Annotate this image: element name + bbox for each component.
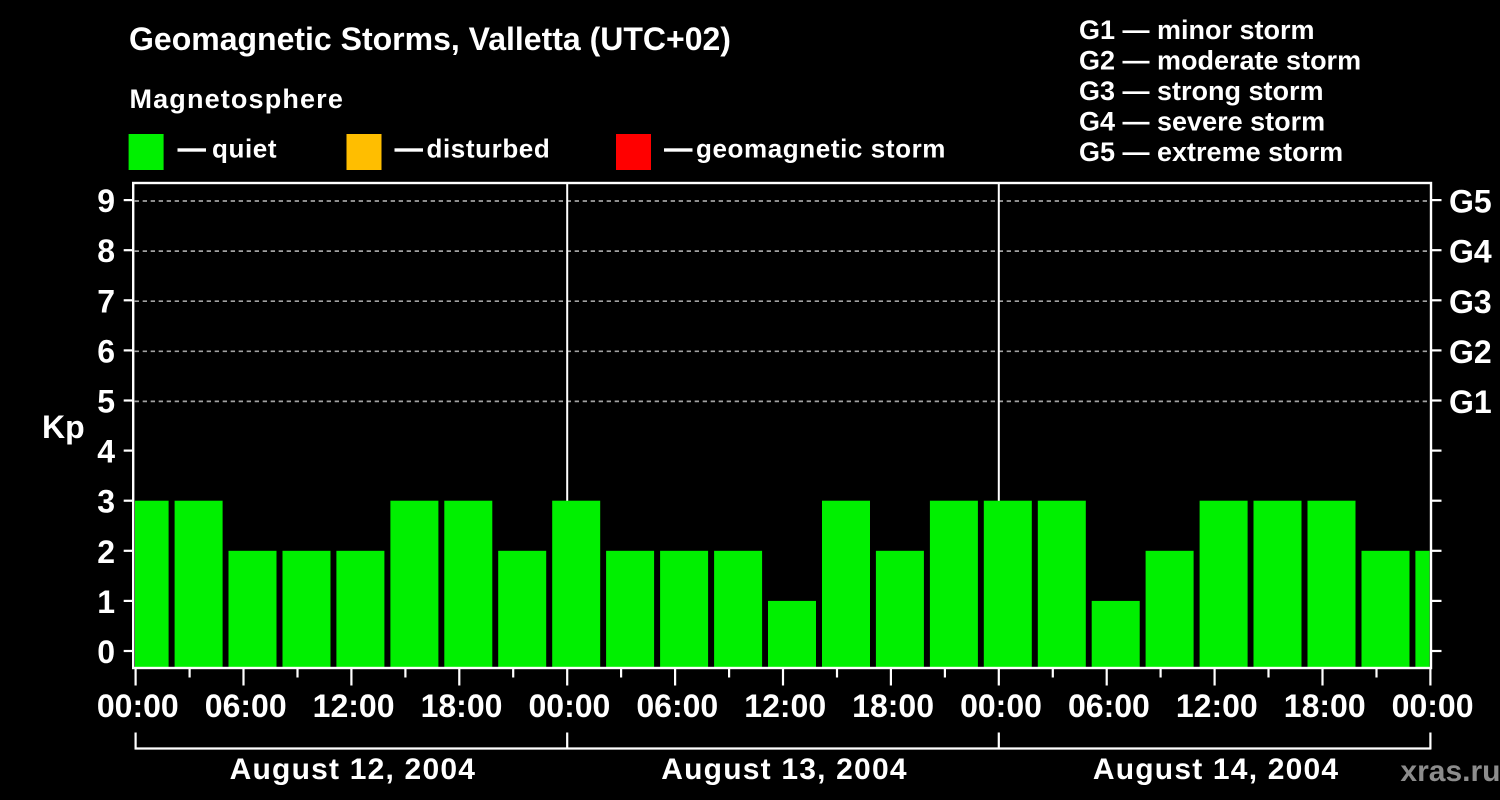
svg-text:06:00: 06:00 [636, 688, 718, 724]
svg-text:G4: G4 [1449, 234, 1492, 270]
svg-text:Kp: Kp [42, 409, 85, 445]
svg-text:August 14, 2004: August 14, 2004 [1093, 753, 1339, 786]
svg-text:G3 — strong storm: G3 — strong storm [1079, 76, 1324, 106]
svg-text:G1 — minor storm: G1 — minor storm [1079, 15, 1315, 45]
svg-text:G3: G3 [1449, 284, 1492, 320]
svg-text:G4 — severe storm: G4 — severe storm [1079, 107, 1325, 137]
svg-text:06:00: 06:00 [205, 688, 287, 724]
svg-text:06:00: 06:00 [1068, 688, 1150, 724]
svg-text:18:00: 18:00 [1284, 688, 1366, 724]
svg-text:18:00: 18:00 [852, 688, 934, 724]
svg-text:G5: G5 [1449, 184, 1492, 220]
svg-text:disturbed: disturbed [427, 134, 551, 164]
svg-text:00:00: 00:00 [1392, 688, 1474, 724]
svg-text:Geomagnetic Storms, Valletta (: Geomagnetic Storms, Valletta (UTC+02) [129, 21, 731, 57]
svg-text:12:00: 12:00 [1176, 688, 1258, 724]
svg-text:4: 4 [97, 434, 115, 470]
svg-text:geomagnetic storm: geomagnetic storm [696, 134, 946, 164]
svg-text:2: 2 [97, 534, 115, 570]
svg-text:G1: G1 [1449, 384, 1492, 420]
svg-text:quiet: quiet [212, 134, 277, 164]
svg-text:12:00: 12:00 [313, 688, 395, 724]
svg-text:G5 — extreme storm: G5 — extreme storm [1079, 137, 1343, 167]
svg-text:G2: G2 [1449, 334, 1492, 370]
svg-text:G2 — moderate storm: G2 — moderate storm [1079, 46, 1361, 76]
svg-text:00:00: 00:00 [960, 688, 1042, 724]
svg-text:8: 8 [97, 233, 115, 269]
svg-text:6: 6 [97, 333, 115, 369]
svg-text:00:00: 00:00 [97, 688, 179, 724]
svg-text:3: 3 [97, 484, 115, 520]
svg-text:August 13, 2004: August 13, 2004 [661, 753, 907, 786]
svg-text:9: 9 [97, 183, 115, 219]
svg-text:1: 1 [97, 584, 115, 620]
svg-text:18:00: 18:00 [421, 688, 503, 724]
svg-text:5: 5 [97, 384, 115, 420]
svg-text:7: 7 [97, 283, 115, 319]
svg-text:Magnetosphere: Magnetosphere [130, 84, 344, 114]
svg-text:xras.ru: xras.ru [1400, 755, 1500, 788]
svg-text:August 12, 2004: August 12, 2004 [230, 753, 476, 786]
svg-text:12:00: 12:00 [744, 688, 826, 724]
svg-text:0: 0 [97, 634, 115, 670]
svg-text:00:00: 00:00 [528, 688, 610, 724]
